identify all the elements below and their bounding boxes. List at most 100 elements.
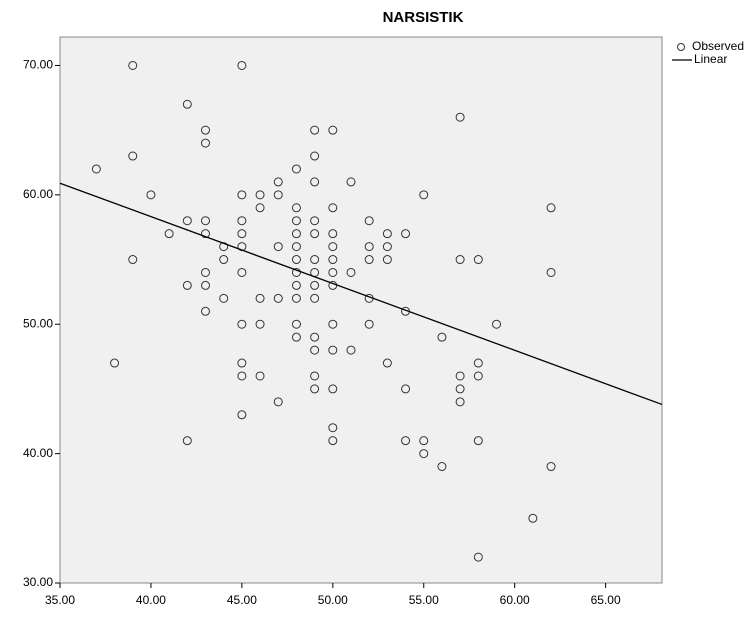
point <box>364 319 374 329</box>
point <box>255 319 265 329</box>
point <box>382 358 392 368</box>
point <box>110 358 120 368</box>
x-tick-label: 55.00 <box>409 593 439 607</box>
point <box>328 436 338 446</box>
point <box>455 371 465 381</box>
point <box>219 255 229 265</box>
legend-marker <box>677 43 685 51</box>
point <box>200 280 210 290</box>
point <box>291 267 301 277</box>
point <box>273 190 283 200</box>
point <box>291 203 301 213</box>
point <box>237 319 247 329</box>
point <box>200 306 210 316</box>
x-tick-label: 60.00 <box>500 593 530 607</box>
point <box>291 229 301 239</box>
point <box>310 332 320 342</box>
point <box>291 255 301 265</box>
point <box>310 229 320 239</box>
point <box>200 125 210 135</box>
point <box>491 319 501 329</box>
point <box>473 371 483 381</box>
point <box>291 164 301 174</box>
point <box>473 552 483 562</box>
point <box>291 293 301 303</box>
point <box>182 99 192 109</box>
point <box>364 216 374 226</box>
x-tick-label: 40.00 <box>136 593 166 607</box>
x-tick-label: 65.00 <box>591 593 621 607</box>
point <box>237 267 247 277</box>
point <box>291 280 301 290</box>
y-tick-label: 50.00 <box>23 316 53 330</box>
point <box>128 255 138 265</box>
point <box>237 229 247 239</box>
point <box>237 216 247 226</box>
point <box>401 384 411 394</box>
point <box>364 242 374 252</box>
legend-label: Observed <box>692 39 744 53</box>
chart-title: NARSISTIK <box>383 9 464 26</box>
y-tick-label: 70.00 <box>23 58 53 72</box>
point <box>328 125 338 135</box>
point <box>382 242 392 252</box>
point <box>328 242 338 252</box>
point <box>473 255 483 265</box>
legend-label: Linear <box>694 52 727 66</box>
point <box>546 267 556 277</box>
point <box>473 358 483 368</box>
point <box>273 293 283 303</box>
point <box>200 229 210 239</box>
point <box>328 267 338 277</box>
point <box>328 319 338 329</box>
plot-area <box>59 36 663 584</box>
point <box>273 397 283 407</box>
point <box>310 280 320 290</box>
point <box>328 423 338 433</box>
point <box>437 462 447 472</box>
point <box>219 242 229 252</box>
point <box>128 60 138 70</box>
y-tick-label: 40.00 <box>23 446 53 460</box>
point <box>328 229 338 239</box>
point <box>91 164 101 174</box>
point <box>346 177 356 187</box>
point <box>310 293 320 303</box>
point <box>528 513 538 523</box>
point <box>382 255 392 265</box>
y-tick-label: 30.00 <box>23 575 53 589</box>
point <box>310 255 320 265</box>
point <box>291 242 301 252</box>
point <box>419 190 429 200</box>
point <box>310 177 320 187</box>
point <box>237 358 247 368</box>
y-tick-label: 60.00 <box>23 187 53 201</box>
point <box>328 384 338 394</box>
point <box>291 332 301 342</box>
point <box>237 371 247 381</box>
point <box>364 255 374 265</box>
point <box>310 125 320 135</box>
point <box>255 203 265 213</box>
point <box>455 255 465 265</box>
point <box>310 371 320 381</box>
point <box>182 280 192 290</box>
fit-line <box>59 182 663 406</box>
point <box>546 203 556 213</box>
point <box>164 229 174 239</box>
point <box>128 151 138 161</box>
point <box>237 60 247 70</box>
point <box>419 449 429 459</box>
point <box>200 216 210 226</box>
point <box>255 293 265 303</box>
point <box>237 190 247 200</box>
point <box>455 397 465 407</box>
point <box>291 319 301 329</box>
point <box>419 436 429 446</box>
point <box>200 138 210 148</box>
point <box>273 177 283 187</box>
point <box>291 216 301 226</box>
point <box>219 293 229 303</box>
point <box>473 436 483 446</box>
